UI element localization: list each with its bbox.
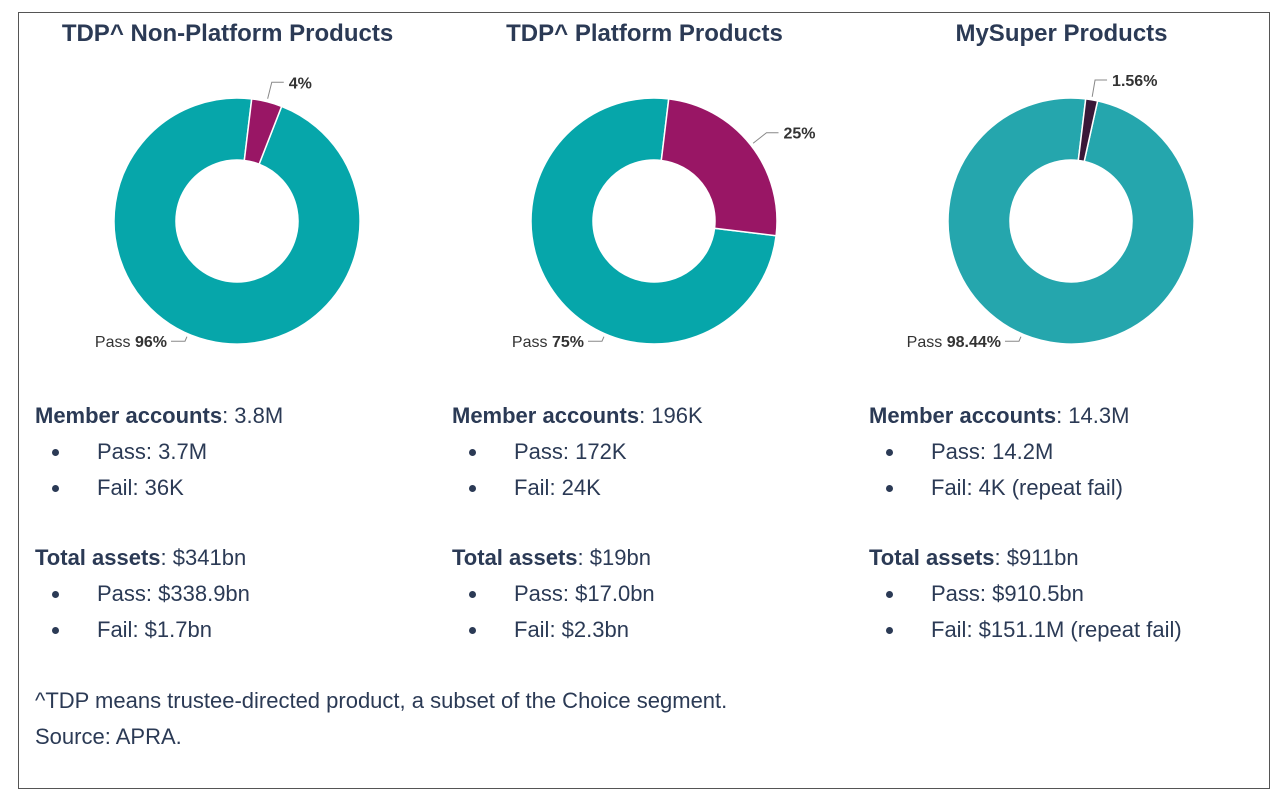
assets-fail: Fail: $2.3bn <box>452 612 703 648</box>
fail-leader-line <box>752 132 779 144</box>
accounts-pass: Pass: 14.2M <box>869 434 1182 470</box>
fail-slice <box>1077 98 1099 163</box>
assets-fail: Fail: $1.7bn <box>35 612 283 648</box>
panel-tdp-platform: TDP^ Platform Products 25% Pass 75% Memb… <box>436 13 853 673</box>
pass-label: Pass 96% <box>95 334 167 351</box>
fail-value-label: 25% <box>783 126 815 143</box>
fail-slice <box>660 98 778 237</box>
member-accounts: Member accounts: 3.8M <box>35 403 284 428</box>
fail-value-label: 1.56% <box>1112 73 1157 90</box>
pass-label-name: Pass <box>512 334 548 351</box>
donut-chart: 1.56% Pass 98.44% <box>907 73 1195 351</box>
footnote-source: Source: APRA. <box>35 724 182 749</box>
pass-leader-line <box>170 336 188 342</box>
pass-slice <box>113 97 361 345</box>
fail-value-label: 4% <box>289 75 312 92</box>
donut-chart: 4% Pass 96% <box>95 75 361 351</box>
pass-label-name: Pass <box>907 334 943 351</box>
assets-pass: Pass: $910.5bn <box>869 576 1182 612</box>
assets-fail: Fail: $151.1M (repeat fail) <box>869 612 1182 648</box>
assets-pass: Pass: $17.0bn <box>452 576 703 612</box>
member-accounts: Member accounts: 14.3M <box>869 403 1130 428</box>
panel-stats: Member accounts: 196K Pass: 172K Fail: 2… <box>452 398 703 648</box>
accounts-pass: Pass: 172K <box>452 434 703 470</box>
footnote: ^TDP means trustee-directed product, a s… <box>35 683 727 755</box>
accounts-pass: Pass: 3.7M <box>35 434 283 470</box>
total-assets: Total assets: $19bn <box>452 545 651 570</box>
chart-title: TDP^ Non-Platform Products <box>61 20 394 47</box>
panel-mysuper: MySuper Products 1.56% Pass 98.44% Membe… <box>853 13 1270 673</box>
panel-tdp-non-platform: TDP^ Non-Platform Products 4% Pass 96% M… <box>19 13 436 673</box>
accounts-fail: Fail: 4K (repeat fail) <box>869 470 1182 506</box>
pass-leader-line <box>587 336 605 342</box>
panel-stats: Member accounts: 14.3M Pass: 14.2M Fail:… <box>869 398 1182 648</box>
assets-pass: Pass: $338.9bn <box>35 576 283 612</box>
accounts-fail: Fail: 36K <box>35 470 283 506</box>
fail-slice <box>243 98 283 166</box>
member-accounts: Member accounts: 196K <box>452 403 703 428</box>
pass-label: Pass 98.44% <box>907 334 1001 351</box>
pass-label-name: Pass <box>95 334 131 351</box>
chart-title: TDP^ Platform Products <box>506 20 783 47</box>
chart-frame: TDP^ Non-Platform Products 4% Pass 96% M… <box>18 12 1270 789</box>
donut-chart: 25% Pass 75% <box>512 97 816 351</box>
panel-stats: Member accounts: 3.8M Pass: 3.7M Fail: 3… <box>35 398 283 648</box>
pass-leader-line <box>1004 336 1022 342</box>
total-assets: Total assets: $911bn <box>869 545 1079 570</box>
total-assets: Total assets: $341bn <box>35 545 247 570</box>
fail-leader-line <box>1091 79 1108 97</box>
fail-leader-line <box>267 81 284 99</box>
pass-slice <box>947 97 1195 345</box>
pass-value-label: 75% <box>552 334 584 351</box>
footnote-definition: ^TDP means trustee-directed product, a s… <box>35 688 728 713</box>
pass-label: Pass 75% <box>512 334 584 351</box>
pass-value-label: 98.44% <box>947 334 1001 351</box>
accounts-fail: Fail: 24K <box>452 470 703 506</box>
pass-slice <box>530 97 777 345</box>
pass-value-label: 96% <box>135 334 167 351</box>
chart-title: MySuper Products <box>955 20 1168 47</box>
